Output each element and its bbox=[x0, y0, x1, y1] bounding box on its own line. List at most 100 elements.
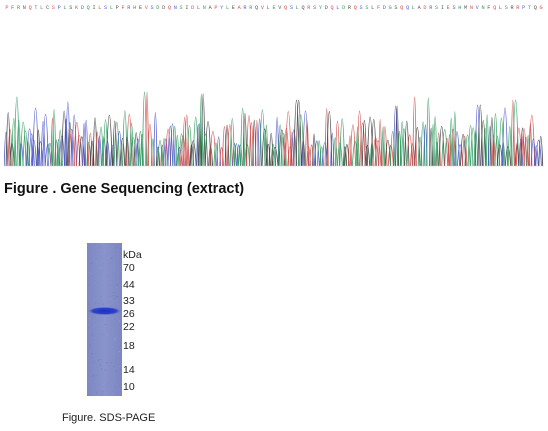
trace-peak bbox=[444, 138, 450, 167]
gel-speck bbox=[113, 324, 115, 325]
marker-label: 10 bbox=[123, 381, 135, 393]
gel-speck bbox=[91, 273, 93, 275]
trace-peak bbox=[467, 125, 474, 167]
trace-peak bbox=[175, 134, 180, 167]
gel-speck bbox=[105, 385, 106, 387]
trace-peak bbox=[520, 127, 525, 167]
gel-speck bbox=[90, 317, 93, 319]
trace-peak bbox=[30, 140, 37, 167]
gel-speck bbox=[98, 246, 101, 248]
base-call-letter: D bbox=[81, 5, 84, 11]
trace-peak bbox=[226, 124, 233, 167]
base-call-letter: Q bbox=[87, 5, 90, 11]
base-call-letter: I bbox=[185, 5, 188, 11]
base-call-letter: S bbox=[52, 5, 55, 11]
trace-peak bbox=[42, 113, 49, 167]
trace-peak bbox=[95, 131, 100, 167]
base-call-letter: H bbox=[133, 5, 136, 11]
trace-peak bbox=[290, 131, 295, 167]
base-call-letter: S bbox=[435, 5, 438, 11]
base-call-letter: C bbox=[46, 5, 49, 11]
gel-speck bbox=[115, 255, 117, 256]
base-call-letter: S bbox=[150, 5, 153, 11]
gel-speck bbox=[95, 337, 97, 339]
gel-speck bbox=[95, 258, 97, 260]
base-call-letter: N bbox=[203, 5, 206, 11]
trace-peak bbox=[406, 134, 413, 167]
trace-peak bbox=[92, 117, 98, 167]
base-call-letter: L bbox=[63, 5, 66, 11]
gel-speck bbox=[90, 262, 93, 264]
trace-peak bbox=[420, 121, 426, 167]
trace-peak bbox=[372, 137, 379, 167]
trace-peak bbox=[268, 132, 274, 167]
trace-peak bbox=[129, 122, 134, 167]
gel-speck bbox=[92, 375, 95, 377]
trace-peak bbox=[169, 123, 176, 167]
trace-peak bbox=[202, 133, 209, 167]
trace-peak bbox=[157, 140, 163, 167]
base-call-letter: S bbox=[180, 5, 183, 11]
base-call-letter: R bbox=[348, 5, 351, 11]
trace-peak bbox=[284, 111, 292, 167]
gel-lane-svg bbox=[87, 243, 122, 396]
trace-peak bbox=[75, 134, 83, 167]
base-call-letter: D bbox=[342, 5, 345, 11]
base-call-letter: T bbox=[34, 5, 37, 11]
trace-peak bbox=[518, 139, 524, 167]
gel-speck bbox=[113, 292, 115, 294]
marker-label: 70 bbox=[123, 262, 135, 274]
gel-speck bbox=[102, 383, 104, 385]
gel-speck bbox=[100, 296, 102, 297]
gel-speck bbox=[104, 324, 107, 325]
base-call-letter: H bbox=[458, 5, 461, 11]
trace-peak bbox=[533, 145, 539, 167]
gel-speck bbox=[91, 353, 93, 355]
base-call-letter: I bbox=[92, 5, 95, 11]
gel-speck bbox=[111, 305, 113, 307]
base-call-letter: P bbox=[58, 5, 61, 11]
trace-peak bbox=[19, 121, 27, 167]
gel-speck bbox=[107, 383, 109, 385]
base-call-letter: S bbox=[505, 5, 508, 11]
trace-peak bbox=[113, 122, 120, 167]
gel-speck bbox=[109, 280, 111, 282]
trace-peak bbox=[209, 131, 217, 167]
trace-peak bbox=[356, 110, 363, 167]
trace-peak bbox=[182, 116, 187, 167]
gel-speck bbox=[116, 295, 118, 297]
trace-peak bbox=[73, 122, 81, 167]
base-call-letter: F bbox=[11, 5, 14, 11]
gel-speck bbox=[118, 319, 120, 321]
trace-peak bbox=[378, 119, 383, 167]
base-call-letter: A bbox=[238, 5, 242, 11]
trace-peak bbox=[489, 117, 495, 167]
gel-speck bbox=[102, 243, 104, 245]
trace-peak bbox=[485, 114, 490, 167]
gel-texture bbox=[87, 243, 122, 396]
base-call-letter: G bbox=[540, 5, 543, 11]
base-call-letter: Q bbox=[400, 5, 403, 11]
gel-speck bbox=[120, 276, 122, 278]
gel-speck bbox=[93, 361, 95, 363]
kda-unit-label: kDa bbox=[123, 249, 142, 261]
trace-peak bbox=[78, 136, 85, 167]
trace-peak bbox=[219, 147, 224, 167]
trace-peak bbox=[112, 120, 118, 167]
gel-speck bbox=[99, 336, 101, 338]
gel-speck bbox=[120, 369, 122, 370]
trace-peak bbox=[240, 107, 246, 167]
trace-peak bbox=[295, 99, 302, 167]
trace-peak bbox=[5, 112, 11, 167]
trace-peak bbox=[461, 135, 468, 167]
gel-speck bbox=[102, 393, 104, 395]
base-call-letter: E bbox=[139, 5, 142, 11]
base-call-letter: Q bbox=[168, 5, 171, 11]
trace-peak bbox=[324, 108, 329, 167]
trace-peak bbox=[37, 141, 44, 167]
base-call-letter: R bbox=[17, 5, 20, 11]
base-call-letter: R bbox=[249, 5, 252, 11]
trace-peak bbox=[332, 137, 338, 167]
gel-speck bbox=[120, 350, 122, 352]
gel-speck bbox=[87, 303, 90, 305]
